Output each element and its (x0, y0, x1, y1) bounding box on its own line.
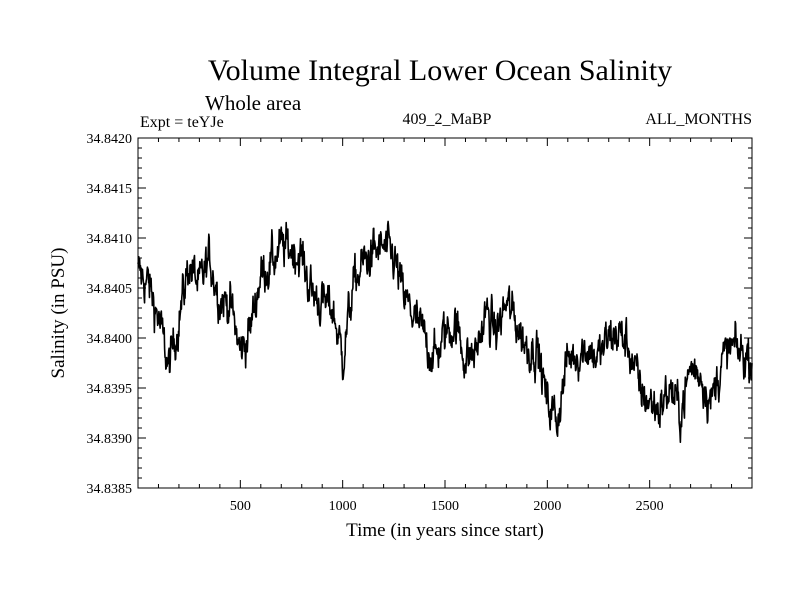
x-tick-label: 2500 (636, 499, 664, 514)
x-tick-label: 1000 (329, 499, 357, 514)
x-tick-label: 1500 (431, 499, 459, 514)
y-tick-label: 34.8410 (87, 232, 133, 247)
series-layer (137, 220, 753, 444)
y-tick-label: 34.8395 (87, 382, 133, 397)
y-tick-label: 34.8420 (87, 132, 133, 147)
x-axis: 500 1000 1500 2000 2500 (157, 138, 733, 514)
months-label: ALL_MONTHS (645, 111, 752, 128)
series-line-salinity (137, 220, 753, 444)
y-tick-label: 34.8415 (87, 182, 133, 197)
x-tick-label: 500 (230, 499, 251, 514)
x-tick-label: 2000 (533, 499, 561, 514)
x-axis-label: Time (in years since start) (346, 520, 544, 541)
y-tick-label: 34.8390 (87, 432, 133, 447)
y-tick-label: 34.8405 (87, 282, 133, 297)
y-tick-label: 34.8385 (87, 482, 133, 497)
y-axis: 34.8385 34.8390 34.8395 34.8400 34.8405 34.84… (87, 132, 752, 497)
y-axis-label: Salinity (in PSU) (48, 248, 69, 379)
expt-label: Expt = teYJe (140, 114, 224, 131)
run-label: 409_2_MaBP (403, 111, 492, 128)
chart-subtitle: Whole area (205, 91, 302, 115)
chart-title: Volume Integral Lower Ocean Salinity (208, 54, 672, 87)
y-tick-label: 34.8400 (87, 332, 133, 347)
